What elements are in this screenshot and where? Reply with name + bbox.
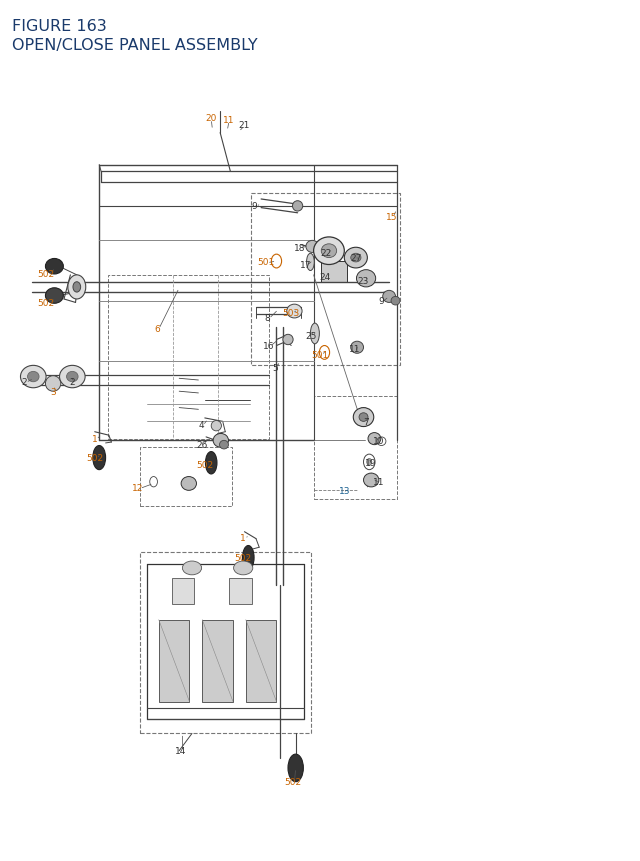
Text: 13: 13 xyxy=(339,486,350,495)
Ellipse shape xyxy=(351,342,364,354)
Bar xyxy=(140,553,311,734)
Ellipse shape xyxy=(391,297,400,306)
Ellipse shape xyxy=(213,434,228,448)
Ellipse shape xyxy=(220,441,228,449)
Text: 12: 12 xyxy=(132,484,143,492)
Text: 19: 19 xyxy=(365,459,377,468)
Ellipse shape xyxy=(287,305,302,319)
Ellipse shape xyxy=(20,366,46,388)
Text: 502: 502 xyxy=(86,454,103,462)
Ellipse shape xyxy=(321,245,337,258)
Text: 501: 501 xyxy=(257,258,274,267)
Circle shape xyxy=(73,282,81,293)
Text: 9: 9 xyxy=(379,297,384,306)
Text: 8: 8 xyxy=(265,314,270,323)
Text: 6: 6 xyxy=(154,325,159,333)
Ellipse shape xyxy=(205,452,217,474)
Ellipse shape xyxy=(359,413,368,422)
Ellipse shape xyxy=(67,372,78,382)
Text: 502: 502 xyxy=(196,461,213,469)
Text: 10: 10 xyxy=(373,437,385,445)
Bar xyxy=(246,620,276,702)
Text: FIGURE 163: FIGURE 163 xyxy=(12,19,106,34)
Text: 9: 9 xyxy=(252,202,257,211)
Text: 502: 502 xyxy=(285,777,301,786)
Text: 20: 20 xyxy=(205,115,217,123)
Text: 11: 11 xyxy=(223,116,235,125)
Circle shape xyxy=(68,276,86,300)
Ellipse shape xyxy=(243,546,254,570)
Ellipse shape xyxy=(288,754,303,782)
Text: 15: 15 xyxy=(386,213,397,221)
Text: 502: 502 xyxy=(38,299,54,307)
Ellipse shape xyxy=(344,248,367,269)
Text: 23: 23 xyxy=(358,276,369,285)
Ellipse shape xyxy=(283,335,293,345)
Ellipse shape xyxy=(45,288,63,304)
Text: 502: 502 xyxy=(235,554,252,562)
Ellipse shape xyxy=(60,366,85,388)
Bar xyxy=(202,620,233,702)
Text: 21: 21 xyxy=(239,121,250,130)
Bar xyxy=(140,448,232,506)
Text: 24: 24 xyxy=(319,273,331,282)
Text: 1: 1 xyxy=(241,534,246,542)
Text: 18: 18 xyxy=(294,244,305,252)
Text: 7: 7 xyxy=(364,418,369,426)
Ellipse shape xyxy=(310,324,319,344)
Text: 11: 11 xyxy=(373,478,385,486)
Text: 22: 22 xyxy=(321,249,332,257)
Bar xyxy=(229,579,252,604)
Ellipse shape xyxy=(351,254,361,263)
Ellipse shape xyxy=(368,433,381,445)
Ellipse shape xyxy=(45,376,61,392)
Text: 501: 501 xyxy=(312,350,328,359)
Bar xyxy=(172,579,194,604)
Text: 16: 16 xyxy=(263,342,275,350)
Ellipse shape xyxy=(364,474,379,487)
Ellipse shape xyxy=(307,254,314,271)
Ellipse shape xyxy=(28,372,39,382)
Text: 11: 11 xyxy=(349,345,361,354)
Ellipse shape xyxy=(45,259,63,275)
Text: 25: 25 xyxy=(305,331,317,340)
Ellipse shape xyxy=(181,477,196,491)
Text: 17: 17 xyxy=(300,261,312,269)
Text: 2: 2 xyxy=(22,378,27,387)
Text: 5: 5 xyxy=(273,364,278,373)
Ellipse shape xyxy=(306,241,319,253)
Text: 14: 14 xyxy=(175,746,187,755)
Text: 2: 2 xyxy=(70,378,75,387)
Text: 3: 3 xyxy=(51,387,56,396)
Bar xyxy=(321,262,347,282)
Text: 503: 503 xyxy=(283,309,300,318)
Text: OPEN/CLOSE PANEL ASSEMBLY: OPEN/CLOSE PANEL ASSEMBLY xyxy=(12,38,257,53)
Circle shape xyxy=(367,459,372,466)
Text: 4: 4 xyxy=(199,421,204,430)
Ellipse shape xyxy=(314,238,344,265)
Ellipse shape xyxy=(353,408,374,427)
Ellipse shape xyxy=(211,421,221,431)
Text: 26: 26 xyxy=(196,441,207,449)
Text: 27: 27 xyxy=(350,254,362,263)
Ellipse shape xyxy=(292,201,303,212)
Ellipse shape xyxy=(93,446,106,470)
Text: 1: 1 xyxy=(92,435,97,443)
Ellipse shape xyxy=(234,561,253,575)
Text: 502: 502 xyxy=(38,269,54,278)
Ellipse shape xyxy=(356,270,376,288)
Ellipse shape xyxy=(383,291,396,303)
Ellipse shape xyxy=(182,561,202,575)
Bar xyxy=(159,620,189,702)
